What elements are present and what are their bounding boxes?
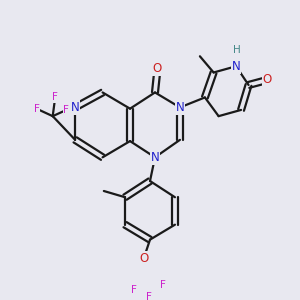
Text: O: O: [262, 74, 272, 86]
Text: F: F: [34, 104, 39, 114]
Text: F: F: [146, 292, 152, 300]
Text: O: O: [139, 252, 148, 265]
Text: O: O: [153, 62, 162, 75]
Text: N: N: [151, 151, 159, 164]
Text: F: F: [131, 284, 137, 295]
Text: F: F: [64, 105, 69, 115]
Text: H: H: [233, 45, 240, 55]
Text: N: N: [176, 101, 184, 114]
Text: N: N: [232, 60, 240, 73]
Text: N: N: [71, 101, 80, 114]
Text: F: F: [160, 280, 165, 290]
Text: F: F: [52, 92, 58, 102]
